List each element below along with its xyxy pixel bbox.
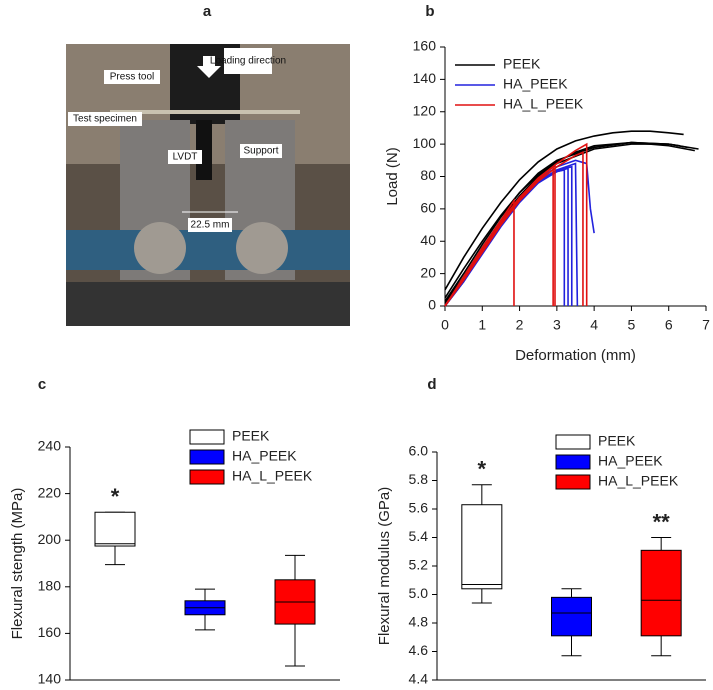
- legend-label: HA_PEEK: [503, 76, 568, 92]
- x-tick-label: 5: [628, 317, 636, 333]
- box: [461, 504, 503, 590]
- legend-swatch: [189, 449, 225, 465]
- x-tick-label: 1: [478, 317, 486, 333]
- annotation: **: [653, 509, 671, 534]
- y-tick-label: 5.4: [409, 528, 429, 544]
- ruler: [66, 230, 350, 270]
- panel-label: c: [38, 376, 46, 393]
- y-tick-label: 4.6: [409, 642, 429, 658]
- y-axis-title: Load (N): [384, 147, 401, 205]
- panel-label: b: [425, 3, 434, 20]
- y-tick-label: 4.8: [409, 614, 429, 630]
- y-tick-label: 4.4: [409, 671, 429, 687]
- base: [66, 282, 350, 326]
- photo-label: Press tool: [110, 72, 154, 83]
- y-tick-label: 160: [413, 38, 437, 54]
- y-tick-label: 140: [38, 671, 62, 687]
- y-tick-label: 180: [38, 578, 62, 594]
- y-tick-label: 40: [420, 232, 436, 248]
- box: [640, 549, 682, 637]
- curve: [444, 167, 569, 307]
- x-tick-label: 0: [441, 317, 449, 333]
- y-tick-label: 5.2: [409, 557, 429, 573]
- legend-label: HA_L_PEEK: [598, 473, 679, 489]
- y-tick-label: 140: [413, 70, 437, 86]
- lvdt: [196, 120, 212, 180]
- legend-label: PEEK: [503, 56, 541, 72]
- x-tick-label: 6: [665, 317, 673, 333]
- photo-label: Test specimen: [73, 114, 137, 125]
- legend-swatch: [555, 474, 591, 490]
- photo-label: LVDT: [173, 152, 198, 163]
- x-tick-label: 2: [516, 317, 524, 333]
- legend-swatch: [555, 434, 591, 450]
- legend-label: HA_L_PEEK: [503, 96, 584, 112]
- callout: [240, 144, 282, 158]
- legend-swatch: [189, 429, 225, 445]
- y-tick-label: 200: [38, 531, 62, 547]
- x-axis-title: Deformation (mm): [515, 347, 636, 364]
- y-axis-title: Flexural modulus (GPa): [376, 487, 393, 645]
- legend-label: PEEK: [232, 428, 270, 444]
- curve: [444, 162, 579, 307]
- photo-label: 22.5 mm: [191, 220, 230, 231]
- callout: [168, 150, 202, 164]
- legend-label: PEEK: [598, 433, 636, 449]
- annotation: *: [478, 457, 487, 482]
- y-tick-label: 80: [420, 167, 436, 183]
- legend-label: HA_PEEK: [598, 453, 663, 469]
- annotation: *: [111, 484, 120, 509]
- legend-label: HA_L_PEEK: [232, 468, 313, 484]
- callout: [68, 112, 142, 126]
- curve: [444, 130, 684, 291]
- photo-label: Support: [243, 146, 278, 157]
- arrow: [197, 56, 221, 78]
- photo-label: Loading direction: [210, 56, 286, 67]
- box: [94, 511, 136, 547]
- curve: [444, 150, 584, 307]
- x-tick-label: 3: [553, 317, 561, 333]
- callout: [188, 218, 232, 232]
- y-tick-label: 20: [420, 264, 436, 280]
- callout: [104, 70, 160, 84]
- curve: [444, 169, 566, 307]
- panel-label: a: [203, 3, 212, 20]
- box: [551, 596, 592, 637]
- curve: [444, 142, 588, 307]
- y-tick-label: 5.0: [409, 585, 429, 601]
- callout: [224, 48, 272, 74]
- legend-label: HA_PEEK: [232, 448, 297, 464]
- knob: [134, 222, 186, 274]
- y-tick-label: 100: [413, 135, 437, 151]
- photo: Loading direction Press tool Test specim…: [66, 44, 350, 326]
- panel-label: d: [427, 376, 436, 393]
- y-tick-label: 0: [428, 297, 436, 313]
- y-tick-label: 220: [38, 484, 62, 500]
- x-tick-label: 4: [590, 317, 598, 333]
- legend-swatch: [555, 454, 591, 470]
- y-tick-label: 6.0: [409, 443, 429, 459]
- y-axis-title: Flexural stength (MPa): [9, 488, 26, 640]
- y-tick-label: 60: [420, 200, 436, 216]
- y-tick-label: 160: [38, 624, 62, 640]
- y-tick-label: 5.6: [409, 500, 429, 516]
- y-tick-label: 240: [38, 438, 62, 454]
- y-tick-label: 120: [413, 102, 437, 118]
- curve: [444, 141, 681, 302]
- legend-swatch: [189, 469, 225, 485]
- y-tick-label: 5.8: [409, 471, 429, 487]
- knob: [236, 222, 288, 274]
- x-tick-label: 7: [702, 317, 710, 333]
